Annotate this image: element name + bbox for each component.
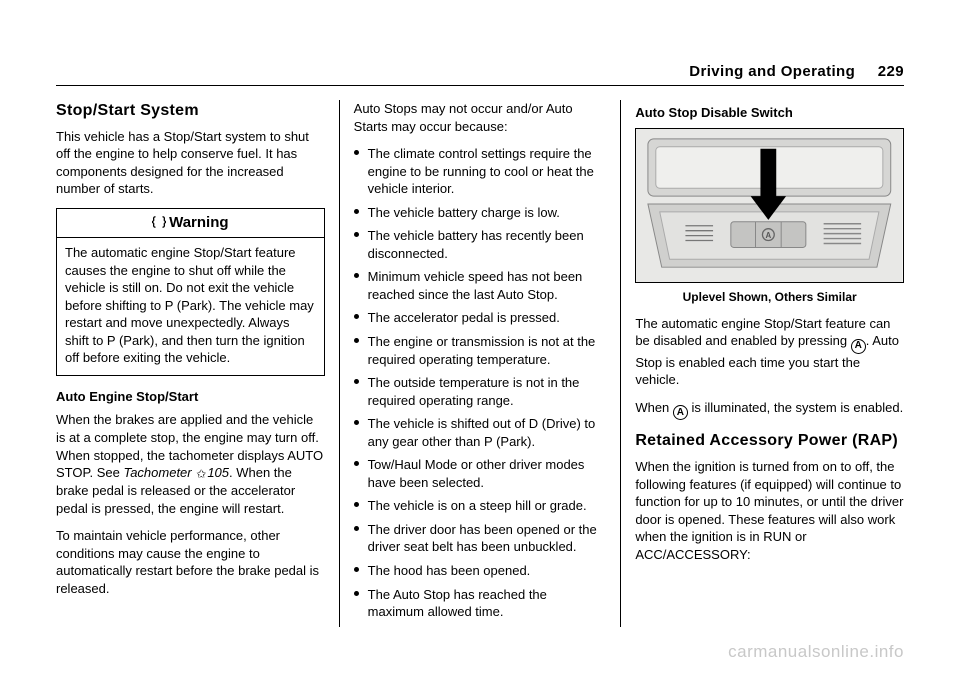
- page-number: 229: [878, 63, 904, 80]
- paragraph-intro: This vehicle has a Stop/Start system to …: [56, 128, 325, 198]
- list-item: Minimum vehicle speed has not been reach…: [354, 268, 607, 303]
- section-title: Driving and Operating: [689, 63, 855, 80]
- heading-rap: Retained Accessory Power (RAP): [635, 430, 904, 452]
- paragraph-maintain: To maintain vehicle performance, other c…: [56, 527, 325, 597]
- list-item: The hood has been opened.: [354, 562, 607, 580]
- list-item: The vehicle battery has recently been di…: [354, 227, 607, 262]
- figure-auto-stop-switch: A: [635, 128, 904, 283]
- paragraph-illuminated: When A is illuminated, the system is ena…: [635, 399, 904, 421]
- svg-text:A: A: [766, 231, 772, 240]
- column-1: Stop/Start System This vehicle has a Sto…: [56, 100, 339, 627]
- watermark: carmanualsonline.info: [728, 641, 904, 664]
- warning-body: The automatic engine Stop/Start feature …: [57, 238, 324, 375]
- paragraph-disable: The automatic engine Stop/Start feature …: [635, 315, 904, 389]
- column-2: Auto Stops may not occur and/or Auto Sta…: [339, 100, 622, 627]
- paragraph-rap: When the ignition is turned from on to o…: [635, 458, 904, 563]
- auto-stop-symbol-icon: A: [673, 405, 688, 420]
- column-3: Auto Stop Disable Switch: [621, 100, 904, 627]
- list-item: The accelerator pedal is pressed.: [354, 309, 607, 327]
- xref-icon: ✩: [196, 466, 206, 482]
- heading-stop-start: Stop/Start System: [56, 100, 325, 122]
- list-item: The driver door has been opened or the d…: [354, 521, 607, 556]
- paragraph-brakes: When the brakes are applied and the vehi…: [56, 411, 325, 517]
- list-item: The Auto Stop has reached the maximum al…: [354, 586, 607, 621]
- xref-tachometer: Tachometer: [123, 465, 191, 480]
- list-item: Tow/Haul Mode or other driver modes have…: [354, 456, 607, 491]
- warning-title: Warning: [57, 209, 324, 238]
- figure-caption: Uplevel Shown, Others Similar: [635, 289, 904, 305]
- bullet-list: The climate control settings require the…: [354, 145, 607, 621]
- subhead-auto-engine: Auto Engine Stop/Start: [56, 388, 325, 406]
- warning-box: Warning The automatic engine Stop/Start …: [56, 208, 325, 376]
- list-item: The engine or transmission is not at the…: [354, 333, 607, 368]
- list-item: The vehicle is on a steep hill or grade.: [354, 497, 607, 515]
- subhead-switch: Auto Stop Disable Switch: [635, 104, 904, 122]
- list-item: The outside temperature is not in the re…: [354, 374, 607, 409]
- list-item: The vehicle is shifted out of D (Drive) …: [354, 415, 607, 450]
- auto-stop-symbol-icon: A: [851, 339, 866, 354]
- paragraph-lead: Auto Stops may not occur and/or Auto Sta…: [354, 100, 607, 135]
- list-item: The climate control settings require the…: [354, 145, 607, 198]
- list-item: The vehicle battery charge is low.: [354, 204, 607, 222]
- page-header: Driving and Operating 229: [689, 62, 904, 82]
- warning-curly-icon: [152, 215, 166, 229]
